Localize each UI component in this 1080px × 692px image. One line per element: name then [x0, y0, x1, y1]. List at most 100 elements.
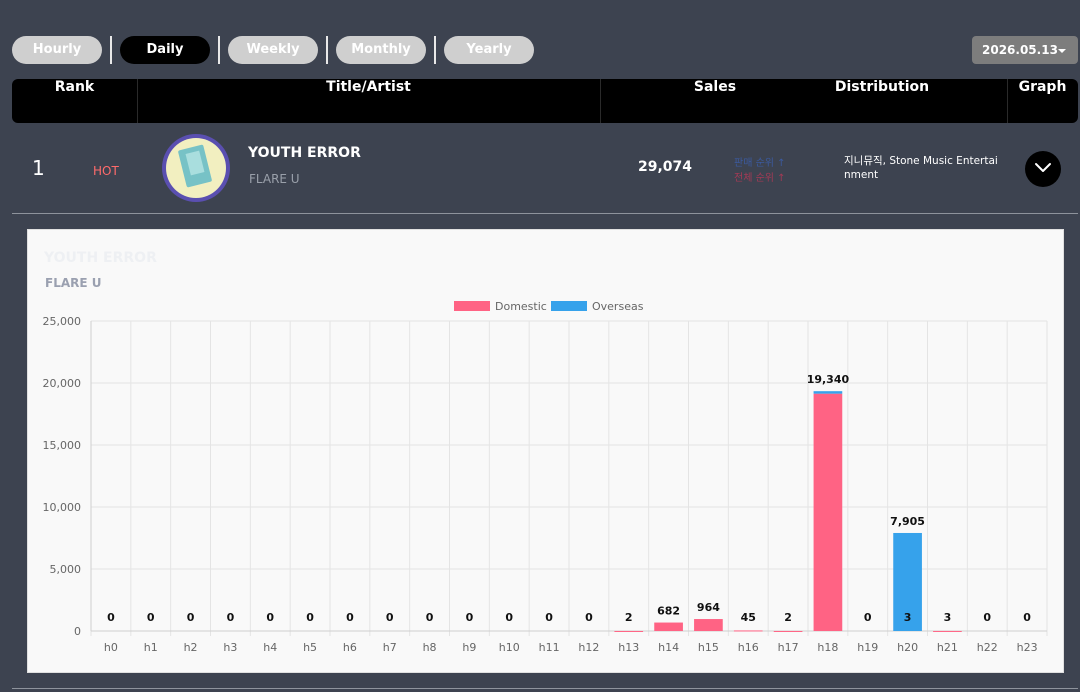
legend-swatch-domestic: [454, 301, 490, 311]
x-tick-label: h22: [977, 641, 998, 654]
data-label-total: 0: [107, 611, 115, 624]
x-tick-label: h2: [184, 641, 198, 654]
data-label-total: 0: [187, 611, 195, 624]
tab-weekly[interactable]: Weekly: [228, 36, 318, 64]
x-tick-label: h11: [539, 641, 560, 654]
data-label-total: 0: [545, 611, 553, 624]
data-label-total: 0: [466, 611, 474, 624]
header-rank: Rank: [54, 79, 95, 95]
legend-swatch-overseas: [551, 301, 587, 311]
x-tick-label: h9: [462, 641, 476, 654]
sales-count: 29,074: [638, 159, 693, 175]
data-label-total: 2: [784, 611, 792, 624]
row-divider: [12, 688, 1078, 689]
data-label-total: 682: [657, 605, 680, 618]
legend-item-domestic[interactable]: Domestic: [454, 300, 547, 314]
album-art-image: [166, 138, 226, 198]
x-tick-label: h13: [618, 641, 639, 654]
hot-badge: HOT: [93, 164, 119, 178]
rank-change-down: 전체 순위 ↑: [734, 173, 786, 184]
x-tick-label: h12: [578, 641, 599, 654]
data-label-total: 0: [426, 611, 434, 624]
header-sales: Sales: [693, 79, 737, 95]
data-label-total: 0: [864, 611, 872, 624]
table-row: 1 HOT YOUTH ERROR FLARE U 29,074 판매 순위 ↑…: [12, 124, 1078, 214]
data-label-total: 2: [625, 611, 633, 624]
header-distribution: Distribution: [834, 79, 930, 95]
table-header: Rank Title/Artist Sales Distribution Gra…: [12, 79, 1078, 123]
bar-domestic: [813, 393, 843, 631]
x-tick-label: h21: [937, 641, 958, 654]
x-tick-label: h0: [104, 641, 118, 654]
x-tick-label: h7: [383, 641, 397, 654]
y-tick-label: 5,000: [50, 563, 82, 576]
y-tick-label: 25,000: [43, 315, 82, 328]
data-label-total: 0: [386, 611, 394, 624]
legend-label-domestic: Domestic: [495, 300, 547, 313]
data-label-total: 7,905: [890, 515, 925, 528]
data-label-total: 0: [346, 611, 354, 624]
chart-legend: Domestic Overseas: [28, 300, 1063, 314]
x-tick-label: h5: [303, 641, 317, 654]
x-tick-label: h15: [698, 641, 719, 654]
data-label-total: 19,340: [807, 373, 850, 386]
data-label-total: 0: [266, 611, 274, 624]
x-tick-label: h4: [263, 641, 277, 654]
chevron-down-icon: [1035, 163, 1051, 172]
rank-change-up: 판매 순위 ↑: [734, 158, 786, 169]
x-tick-label: h3: [223, 641, 237, 654]
song-title[interactable]: YOUTH ERROR: [248, 145, 361, 161]
tab-monthly[interactable]: Monthly: [336, 36, 426, 64]
data-label-total: 0: [1023, 611, 1031, 624]
x-tick-label: h19: [857, 641, 878, 654]
data-label-total: 0: [227, 611, 235, 624]
data-label-total: 3: [944, 611, 952, 624]
album-cover: [162, 134, 230, 202]
tab-yearly[interactable]: Yearly: [444, 36, 534, 64]
x-tick-label: h17: [778, 641, 799, 654]
x-tick-label: h10: [499, 641, 520, 654]
data-label-total: 0: [147, 611, 155, 624]
y-tick-label: 0: [74, 625, 81, 638]
x-tick-label: h23: [1017, 641, 1038, 654]
tab-hourly[interactable]: Hourly: [12, 36, 102, 64]
header-graph: Graph: [1018, 79, 1067, 95]
y-tick-label: 20,000: [43, 377, 82, 390]
bar-overseas: [813, 391, 843, 394]
header-divider: [600, 79, 601, 123]
header-divider: [1007, 79, 1008, 123]
tab-separator: [218, 36, 220, 64]
chart-panel: YOUTH ERROR FLARE U Domestic Overseas 0 5…: [27, 229, 1064, 673]
bar-domestic: [933, 630, 962, 632]
y-tick-label: 15,000: [43, 439, 82, 452]
data-label-total: 0: [983, 611, 991, 624]
tab-separator: [434, 36, 436, 64]
bar-domestic: [694, 619, 723, 631]
tab-daily[interactable]: Daily: [120, 36, 210, 64]
bar-domestic: [614, 630, 644, 632]
tab-separator: [326, 36, 328, 64]
x-tick-label: h18: [817, 641, 838, 654]
header-divider: [137, 79, 138, 123]
bar-domestic: [773, 630, 803, 632]
graph-toggle-button[interactable]: [1025, 151, 1061, 187]
hourly-sales-chart: 05,00010,00015,00020,00025,0000h00h10h20…: [43, 315, 1048, 654]
legend-item-overseas[interactable]: Overseas: [551, 300, 643, 314]
x-tick-label: h20: [897, 641, 918, 654]
date-select[interactable]: 2026.05.13: [972, 36, 1078, 64]
artist-name[interactable]: FLARE U: [249, 172, 300, 186]
data-label-total: 964: [697, 601, 720, 614]
chart-title: YOUTH ERROR: [44, 250, 157, 266]
legend-label-overseas: Overseas: [592, 300, 644, 313]
x-tick-label: h6: [343, 641, 357, 654]
distribution-text: 지니뮤직, Stone Music Entertainment: [844, 155, 998, 181]
rank-number: 1: [32, 156, 45, 180]
bar-domestic: [654, 622, 683, 631]
x-tick-label: h1: [144, 641, 158, 654]
data-label-inner: 3: [904, 611, 912, 624]
data-label-total: 0: [505, 611, 513, 624]
x-tick-label: h16: [738, 641, 759, 654]
caret-down-icon: [1058, 49, 1066, 53]
tab-separator: [110, 36, 112, 64]
y-tick-label: 10,000: [43, 501, 82, 514]
